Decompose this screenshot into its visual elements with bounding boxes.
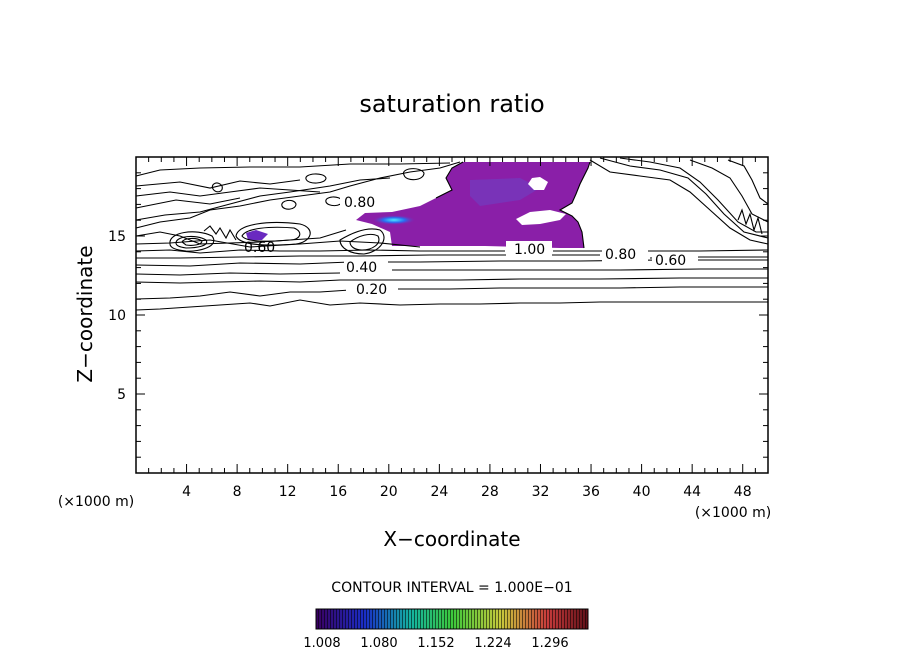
contour-lines — [135, 157, 769, 311]
x-tick-label: 44 — [683, 484, 701, 500]
x-ticks — [148, 157, 756, 473]
contour-label: 0.60 — [655, 253, 686, 269]
hotspot — [372, 215, 416, 225]
x-tick-label: 24 — [430, 484, 448, 500]
filled-region-small — [246, 230, 268, 240]
x-tick-label: 8 — [233, 484, 242, 500]
contour-label: 0.20 — [356, 282, 387, 298]
colorbar-tick-label: 1.080 — [360, 636, 397, 651]
y-tick-label: 10 — [108, 308, 126, 324]
colorbar — [315, 608, 589, 630]
y-tick-label: 5 — [117, 387, 126, 403]
contour-label: 0.60 — [244, 240, 275, 256]
contour-label: 0.80 — [344, 195, 375, 211]
x-tick-labels: 4 8 12 16 20 24 28 32 36 40 44 48 — [182, 484, 752, 500]
x-tick-label: 28 — [481, 484, 499, 500]
x-tick-label: 32 — [532, 484, 550, 500]
contour-label: 0.40 — [346, 260, 377, 276]
contour-label: 0.80 — [605, 247, 636, 263]
y-axis-title: Z−coordinate — [73, 245, 97, 382]
filled-regions — [246, 162, 590, 248]
x-tick-label: 4 — [182, 484, 191, 500]
x-unit-label-left: (×1000 m) — [58, 494, 134, 510]
chart-title: saturation ratio — [359, 90, 544, 118]
y-tick-labels: 5 10 15 — [108, 229, 126, 403]
colorbar-tick-labels: 1.008 1.080 1.152 1.224 1.296 — [303, 636, 568, 651]
white-hole-2 — [516, 210, 566, 225]
plot-area: 0.20 0.40 0.60 0.80 1.00 0.80 0.60 — [135, 156, 769, 474]
x-tick-label: 20 — [380, 484, 398, 500]
x-unit-label-right: (×1000 m) — [695, 505, 771, 521]
x-tick-label: 12 — [279, 484, 297, 500]
contour-label: 1.00 — [514, 242, 545, 258]
x-tick-label: 16 — [329, 484, 347, 500]
contour-labels: 0.20 0.40 0.60 0.80 1.00 0.80 0.60 — [244, 194, 698, 298]
x-tick-label: 40 — [633, 484, 651, 500]
colorbar-tick-label: 1.008 — [303, 636, 340, 651]
x-axis-title: X−coordinate — [383, 527, 520, 551]
colorbar-tick-label: 1.296 — [531, 636, 568, 651]
colorbar-tick-label: 1.224 — [474, 636, 511, 651]
x-tick-label: 36 — [582, 484, 600, 500]
y-tick-label: 15 — [108, 229, 126, 245]
white-hole-1 — [528, 177, 548, 190]
x-tick-label: 48 — [734, 484, 752, 500]
y-ticks — [136, 172, 768, 458]
colorbar-tick-label: 1.152 — [417, 636, 454, 651]
filled-region-light — [470, 178, 540, 206]
contour-interval: CONTOUR INTERVAL = 1.000E−01 — [331, 580, 572, 596]
